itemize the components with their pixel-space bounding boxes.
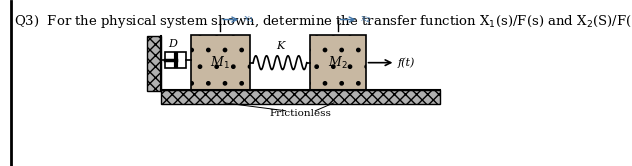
Bar <box>191 35 250 90</box>
Bar <box>161 90 440 104</box>
Text: M$_1$: M$_1$ <box>210 55 230 71</box>
Text: Q3)  For the physical system shown, determine the transfer function X$_1$(s)/F(s: Q3) For the physical system shown, deter… <box>14 13 632 30</box>
Text: x$_1$: x$_1$ <box>243 14 255 25</box>
Bar <box>147 36 161 91</box>
Text: M$_2$: M$_2$ <box>328 55 348 71</box>
Text: K: K <box>276 41 284 51</box>
Text: f(t): f(t) <box>398 57 415 68</box>
Bar <box>310 35 365 90</box>
Text: D: D <box>168 39 177 49</box>
Bar <box>166 52 186 68</box>
Text: Frictionless: Frictionless <box>269 109 331 118</box>
Text: x$_2$: x$_2$ <box>360 14 372 25</box>
